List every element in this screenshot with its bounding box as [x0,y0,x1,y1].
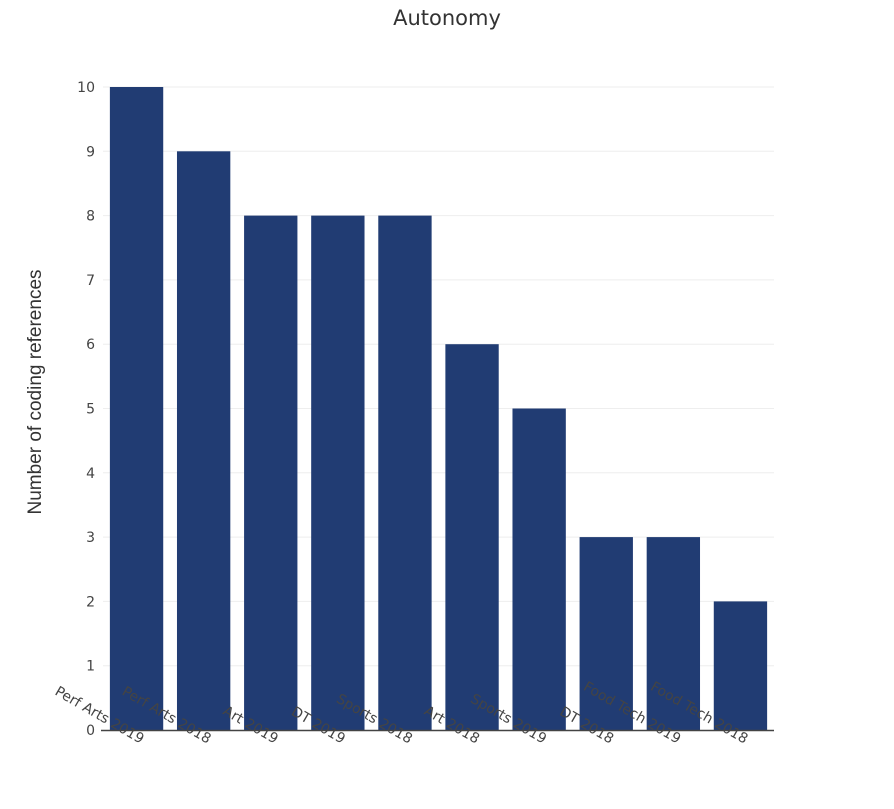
bar [176,151,231,731]
bar [579,537,633,730]
bar [445,344,499,730]
bars [109,87,768,731]
y-tick-label: 9 [86,144,95,160]
y-tick-label: 1 [86,659,95,675]
bar [713,601,768,730]
y-tick-label: 10 [77,80,95,96]
y-tick-label: 0 [86,723,95,739]
bar [109,87,164,730]
chart-title: Autonomy [393,6,501,30]
y-tick-label: 5 [86,402,95,418]
y-tick-label: 8 [86,209,95,225]
bar [311,215,365,731]
bar [378,215,432,731]
y-tick-label: 4 [86,466,95,482]
y-tick-label: 6 [86,337,95,353]
bar [512,408,566,730]
y-tick-label: 7 [86,273,95,289]
bar [244,215,298,731]
y-tick-label: 3 [86,530,95,546]
y-tick-label: 2 [86,594,95,610]
y-axis-ticks: 0 1 2 3 4 5 6 7 8 9 10 [77,80,95,739]
bar [646,537,701,730]
